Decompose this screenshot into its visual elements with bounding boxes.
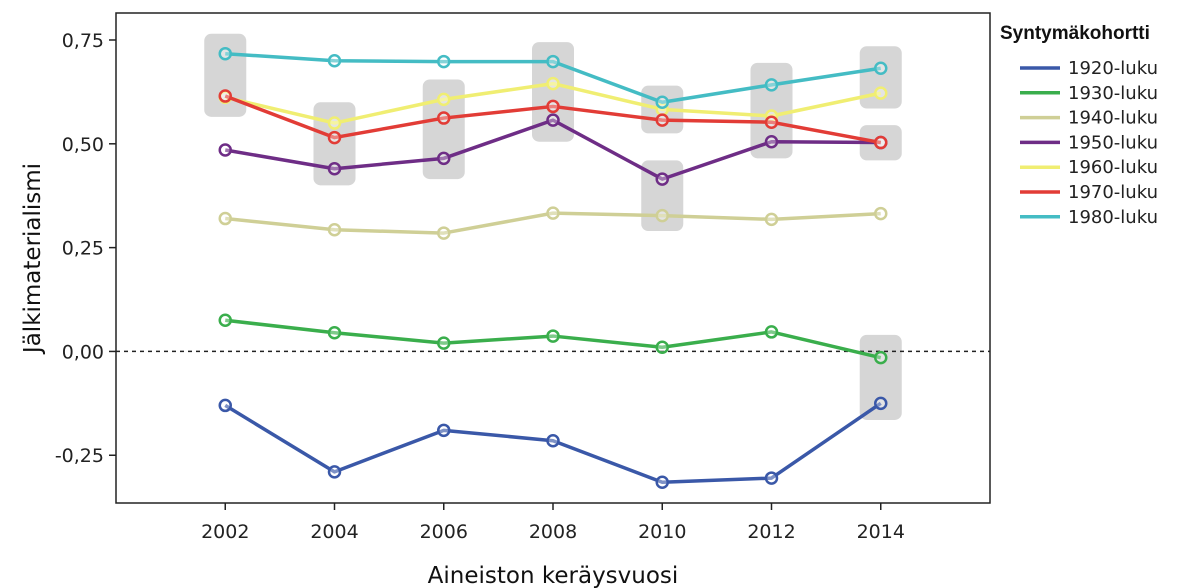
data-point <box>546 329 560 343</box>
legend-label: 1970-luku <box>1068 182 1158 203</box>
data-point <box>655 340 669 355</box>
data-point <box>327 161 342 176</box>
x-tick-label: 2012 <box>747 521 795 543</box>
data-point <box>437 336 451 350</box>
x-axis: 2002 2004 2006 2008 2010 2012 2014 <box>201 503 905 543</box>
series-1930-luku <box>218 313 888 365</box>
data-point <box>218 46 232 61</box>
highlight-region <box>859 125 902 161</box>
legend-label: 1980-luku <box>1068 207 1158 228</box>
y-axis-title: Jälkimaterialismi <box>20 163 46 355</box>
y-tick-label: 0,00 <box>62 341 104 363</box>
data-point <box>546 206 560 220</box>
data-point <box>546 76 560 91</box>
legend-label: 1940-luku <box>1068 108 1158 129</box>
data-point <box>437 226 451 240</box>
legend: Syntymäkohortti 1920-luku 1930-luku 1940-l… <box>1000 23 1158 228</box>
series-line <box>225 211 881 235</box>
y-tick-label: 0,75 <box>62 30 104 52</box>
data-point <box>218 143 232 157</box>
data-point <box>546 433 560 448</box>
y-tick-label: -0,25 <box>55 445 104 467</box>
data-point <box>327 325 342 340</box>
data-point <box>218 313 232 328</box>
data-point <box>437 151 451 166</box>
data-point <box>764 78 779 92</box>
data-point <box>874 350 888 365</box>
x-axis-title: Aineiston keräysvuosi <box>428 563 679 588</box>
y-tick-label: 0,25 <box>62 238 104 260</box>
series-1980-luku <box>218 46 888 110</box>
x-tick-label: 2002 <box>201 521 249 543</box>
legend-items: 1920-luku 1930-luku 1940-luku 1950-luku 1960… <box>1020 58 1158 228</box>
x-tick-label: 2008 <box>529 521 577 543</box>
highlight-region <box>859 46 902 109</box>
data-point <box>655 95 669 110</box>
data-point <box>218 89 232 103</box>
data-point <box>546 54 560 69</box>
data-point <box>874 135 888 150</box>
data-point <box>546 113 560 127</box>
highlight-region <box>641 160 684 232</box>
series-line <box>225 51 882 105</box>
data-point <box>874 206 888 221</box>
y-axis: -0,25 0,00 0,25 0,50 0,75 <box>55 30 116 467</box>
data-point <box>764 325 779 339</box>
data-point <box>874 61 888 75</box>
highlight-region <box>204 33 247 117</box>
series-1950-luku <box>218 113 888 186</box>
series-line <box>224 401 882 484</box>
data-point <box>218 211 232 226</box>
x-tick-label: 2004 <box>310 521 358 543</box>
data-point <box>327 54 342 68</box>
legend-label: 1930-luku <box>1068 83 1158 104</box>
data-point <box>655 208 669 223</box>
series-line <box>224 118 881 181</box>
y-tick-label: 0,50 <box>62 134 104 156</box>
data-point <box>655 475 669 489</box>
x-tick-label: 2014 <box>857 521 905 543</box>
legend-title: Syntymäkohortti <box>1000 23 1150 44</box>
data-point <box>874 396 888 411</box>
series-1940-luku <box>218 206 888 240</box>
data-point <box>764 212 779 227</box>
data-point <box>327 465 342 479</box>
legend-label: 1920-luku <box>1068 58 1158 79</box>
series-1970-luku <box>218 89 888 150</box>
data-point <box>764 471 779 485</box>
data-point <box>546 99 560 114</box>
x-tick-label: 2006 <box>420 521 468 543</box>
data-point <box>437 111 451 125</box>
data-point <box>327 223 342 237</box>
series-1920-luku <box>218 396 888 489</box>
data-point <box>764 134 779 149</box>
series-layer <box>218 46 888 489</box>
data-point <box>327 116 342 130</box>
x-tick-label: 2010 <box>638 521 686 543</box>
data-point <box>764 115 779 129</box>
data-point <box>874 86 888 100</box>
data-point <box>655 113 669 127</box>
data-point <box>218 398 232 413</box>
series-line <box>225 318 882 360</box>
data-point <box>437 54 451 69</box>
data-point <box>327 130 342 145</box>
series-line <box>224 94 882 145</box>
data-point <box>437 423 451 438</box>
data-point <box>437 92 451 107</box>
legend-label: 1960-luku <box>1068 157 1158 178</box>
data-point <box>655 172 669 186</box>
legend-label: 1950-luku <box>1068 132 1158 153</box>
